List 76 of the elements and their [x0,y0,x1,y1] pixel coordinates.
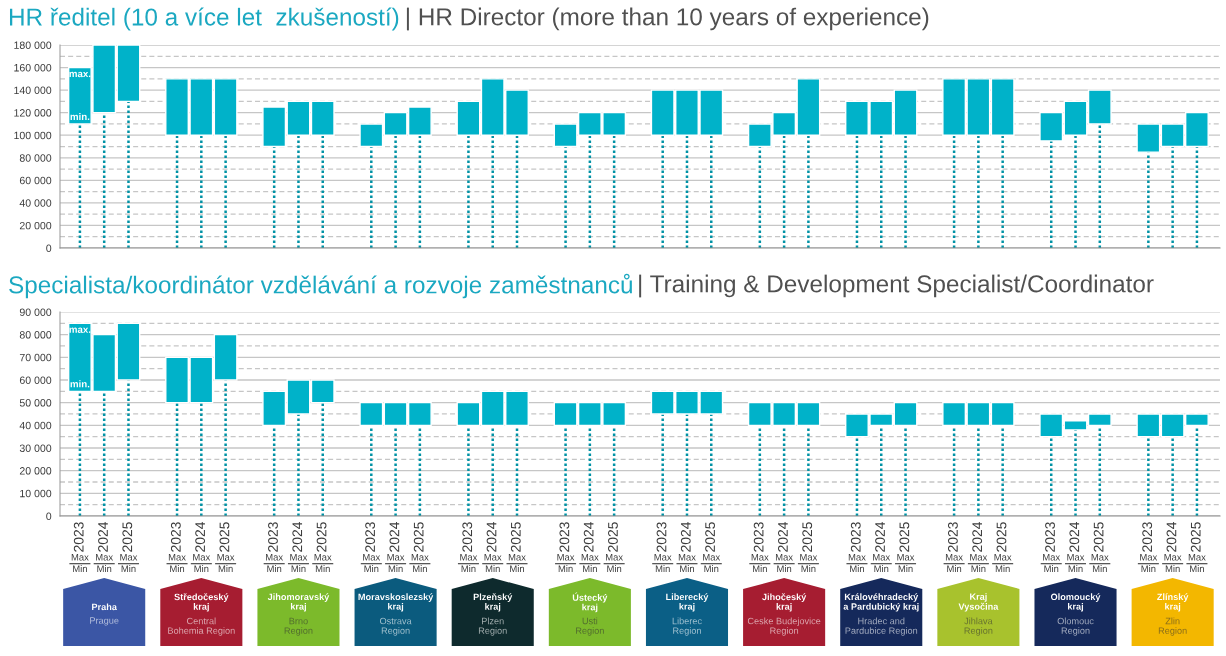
text: Liberecký kraj Liberec Region [666,593,709,636]
x-tick-label: 2025 Max Min [800,522,818,572]
annotation: max. [69,71,91,78]
text: Královéhradecký a Pardubický kraj Hradec and Pardubice Region [843,593,919,636]
x-tick-label: 2024 Max Min [678,521,696,572]
y-tick-label: 60 000 [19,176,52,185]
text: Olomoucký kraj Olomouc Region [1050,593,1101,636]
y-tick-label: 30 000 [19,444,52,452]
y-tick-label: 40 000 [19,199,52,207]
y-tick-label: 120 000 [14,109,52,117]
x-tick-label: 2025 Max Min [217,522,235,572]
annotation: min. [70,380,90,388]
text: Plzeňský kraj Plzen Region [473,593,513,636]
y-tick-label: 70 000 [19,353,52,362]
x-tick-label: 2025 Max Min [897,522,915,572]
x-tick-label: 2024 Max Min [193,521,211,572]
text: Ústecký kraj Usti Region [572,592,608,636]
x-tick-label: 2023 Max Min [71,522,89,572]
x-tick-label: 2025 Max Min [1091,522,1109,572]
x-tick-label: 2025 Max Min [703,522,721,572]
x-tick-label: 2024 Max Min [96,521,114,572]
text: Jihomoravský kraj Brno Region [267,593,330,636]
x-tick-label: 2025 Max Min [994,522,1012,572]
x-tick-label: 2023 Max Min [1043,522,1061,572]
y-tick-label: 160 000 [14,64,52,72]
text: Moravskoslezský kraj Ostrava Region [358,593,434,636]
x-tick-label: 2023 Max Min [460,522,478,572]
y-tick-label: 50 000 [19,399,52,407]
x-tick-label: 2023 Max Min [1140,522,1158,572]
y-tick-label: 80 000 [19,154,52,162]
y-tick-label: 40 000 [19,421,52,430]
x-tick-label: 2023 Max Min [945,522,963,572]
x-tick-label: 2025 Max Min [411,522,429,572]
y-tick-label: 60 000 [19,376,52,384]
x-tick-label: 2025 Max Min [508,522,526,572]
y-tick-label: 20 000 [19,467,52,475]
x-tick-label: 2023 Max Min [266,522,283,572]
y-tick-label: 10 000 [20,489,52,498]
x-tick-label: 2023 Max Min [363,522,381,572]
x-tick-label: 2025 Max Min [314,522,332,572]
x-tick-label: 2024 Max Min [873,521,891,572]
y-tick-label: 0 [46,512,52,520]
y-tick-label: 180 000 [14,41,52,49]
chart-subtitle: | HR Director (more than 10 years of experience) [406,7,929,31]
text: Kraj Vysočina Jihlava Region [958,593,999,636]
x-tick-label: 2023 Max Min [848,522,866,572]
y-tick-label: 140 000 [14,86,52,95]
x-tick-label: 2024 Max Min [581,521,599,572]
y-tick-label: 0 [46,244,52,252]
chart-subtitle: | Training & Development Specialist/Coordinator [639,274,1154,298]
annotation: max. [69,327,91,333]
x-tick-label: 2023 Max Min [654,522,672,572]
annotation: min. [70,112,90,120]
x-tick-label: 2025 Max Min [605,522,623,572]
text: Jihočeský kraj Ceske Budejovice Region [747,593,821,636]
text: Středočeský kraj Central Bohemia Region [168,593,235,636]
x-tick-label: 2024 Max Min [1164,521,1182,572]
x-tick-label: 2024 Max Min [1067,521,1085,572]
text: Praha Prague [90,603,119,626]
x-tick-label: 2024 Max Min [387,521,405,572]
chart-title: Specialista/koordinátor vzdělávání a rozvoje zaměstnanců [9,273,632,299]
x-tick-label: 2024 Max Min [290,521,308,572]
y-tick-label: 80 000 [19,331,52,339]
y-tick-label: 90 000 [19,308,52,316]
x-tick-label: 2025 Max Min [120,522,138,572]
x-tick-label: 2023 Max Min [557,522,575,572]
y-tick-label: 20 000 [19,221,52,230]
y-tick-label: 100 000 [14,131,52,140]
x-tick-label: 2024 Max Min [970,521,988,572]
chart-title: HR ředitel (10 a více let zkušeností) [9,7,399,31]
x-tick-label: 2024 Max Min [484,521,502,572]
text: Zlínský kraj Zlin Region [1157,593,1189,636]
x-tick-label: 2023 Max Min [168,522,186,572]
x-tick-label: 2024 Max Min [775,521,793,572]
x-tick-label: 2023 Max Min [751,522,769,572]
x-tick-label: 2025 Max Min [1188,522,1206,572]
